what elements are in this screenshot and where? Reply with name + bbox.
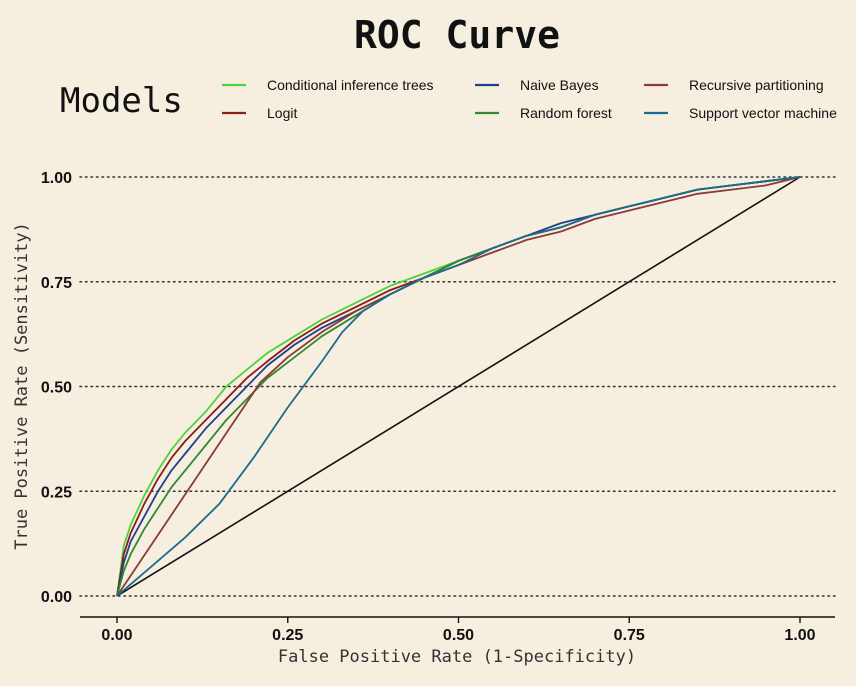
legend-label-1: Conditional inference trees	[267, 77, 434, 93]
legend-label-3: Naive Bayes	[520, 77, 599, 93]
y-tick-label: 0.75	[41, 275, 72, 292]
legend-label-4: Random forest	[520, 105, 612, 121]
x-tick-label: 0.00	[101, 627, 132, 644]
y-axis-label: True Positive Rate (Sensitivity)	[12, 222, 32, 550]
x-tick-label: 1.00	[784, 627, 815, 644]
legend: Conditional inference trees Logit Naive Ba…	[222, 77, 837, 121]
legend-title: Models	[60, 81, 183, 121]
legend-label-5: Recursive partitioning	[689, 77, 824, 93]
chart-title: ROC Curve	[354, 13, 560, 57]
y-tick-label: 0.25	[41, 484, 72, 501]
y-tick-label: 0.50	[41, 380, 72, 397]
y-tick-label: 0.00	[41, 589, 72, 606]
legend-label-2: Logit	[267, 105, 297, 121]
x-tick-label: 0.50	[443, 627, 474, 644]
legend-label-6: Support vector machine	[689, 105, 837, 121]
series-line-6	[116, 176, 801, 597]
x-tick-label: 0.25	[272, 627, 303, 644]
x-axis-label: False Positive Rate (1-Specificity)	[278, 647, 636, 667]
x-tick-label: 0.75	[614, 627, 645, 644]
axes: 0.00 0.25 0.50 0.75 1.00 0.00 0.25 0.50 0.75 1.00	[41, 170, 835, 644]
gridlines	[79, 176, 836, 597]
reference-diagonal-line	[116, 176, 801, 597]
series-layer	[116, 176, 801, 597]
y-tick-label: 1.00	[41, 170, 72, 187]
series-line-5	[116, 176, 801, 597]
